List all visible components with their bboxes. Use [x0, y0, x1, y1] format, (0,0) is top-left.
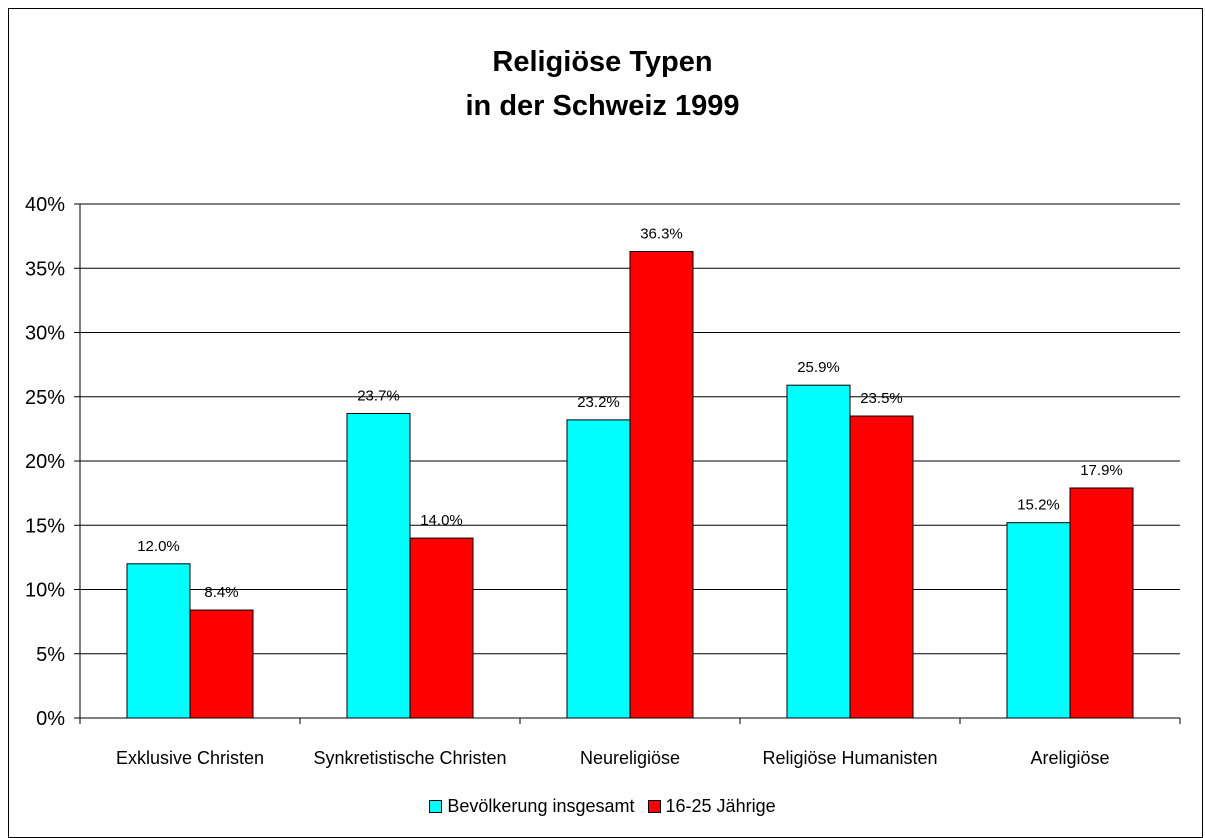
- bar-jugend-2: [409, 537, 474, 719]
- category-label: Synkretistische Christen: [313, 748, 506, 768]
- legend: Bevölkerung insgesamt 16-25 Jährige: [0, 796, 1205, 818]
- bar-bevoelkerung-4: [786, 384, 851, 719]
- legend-item-series-1: Bevölkerung insgesamt: [429, 796, 635, 817]
- data-labels: 12.0% 8.4% 23.7% 14.0% 23.2% 36.3% 25.9% 23.5% 1…: [137, 226, 1123, 602]
- y-tick-label: 5%: [36, 644, 65, 666]
- data-label: 15.2%: [1017, 497, 1060, 514]
- category-label: Religiöse Humanisten: [762, 748, 937, 768]
- y-tick-label: 15%: [25, 515, 65, 537]
- chart-title: Religiöse Typen in der Schweiz 1999: [0, 40, 1205, 128]
- axes: [74, 203, 1181, 724]
- data-label: 36.3%: [640, 226, 683, 243]
- legend-item-series-2: 16-25 Jährige: [647, 796, 776, 817]
- legend-label-series-1: Bevölkerung insgesamt: [447, 796, 635, 816]
- data-label: 23.5%: [860, 390, 903, 407]
- bar-bevoelkerung-2: [346, 412, 411, 719]
- y-tick-label: 30%: [25, 323, 65, 345]
- bars: [126, 251, 1134, 719]
- bar-jugend-4: [849, 415, 914, 719]
- legend-swatch-cyan: [429, 800, 443, 813]
- chart-title-line-2: in der Schweiz 1999: [465, 90, 740, 122]
- chart-title-line-1: Religiöse Typen: [492, 46, 713, 78]
- y-tick-label: 25%: [25, 387, 65, 409]
- y-tick-label: 20%: [25, 451, 65, 473]
- legend-label-series-2: 16-25 Jährige: [665, 796, 776, 816]
- bar-bevoelkerung-3: [566, 419, 631, 719]
- bar-jugend-1: [189, 609, 254, 719]
- data-label: 8.4%: [204, 584, 238, 601]
- category-label: Exklusive Christen: [116, 748, 264, 768]
- data-label: 14.0%: [420, 512, 463, 529]
- y-axis-ticks: 0% 5% 10% 15% 20% 25% 30% 35% 40%: [25, 194, 65, 730]
- bar-jugend-3: [629, 251, 694, 719]
- data-label: 25.9%: [797, 359, 840, 376]
- data-label: 12.0%: [137, 538, 180, 555]
- bar-bevoelkerung-5: [1006, 522, 1071, 719]
- bar-jugend-5: [1069, 487, 1134, 719]
- y-tick-label: 0%: [36, 708, 65, 730]
- bar-bevoelkerung-1: [126, 563, 191, 719]
- category-label: Areligiöse: [1030, 748, 1109, 768]
- y-tick-label: 35%: [25, 258, 65, 280]
- data-label: 17.9%: [1080, 462, 1123, 479]
- data-label: 23.7%: [357, 387, 400, 404]
- category-label: Neureligiöse: [580, 748, 680, 768]
- category-labels: Exklusive Christen Synkretistische Christ…: [116, 748, 1110, 768]
- y-tick-label: 10%: [25, 580, 65, 602]
- data-label: 23.2%: [577, 394, 620, 411]
- y-tick-label: 40%: [25, 194, 65, 216]
- bar-chart: 0% 5% 10% 15% 20% 25% 30% 35% 40% 12.0% 8.4% 23.7%…: [25, 194, 1181, 768]
- legend-swatch-red: [647, 800, 661, 813]
